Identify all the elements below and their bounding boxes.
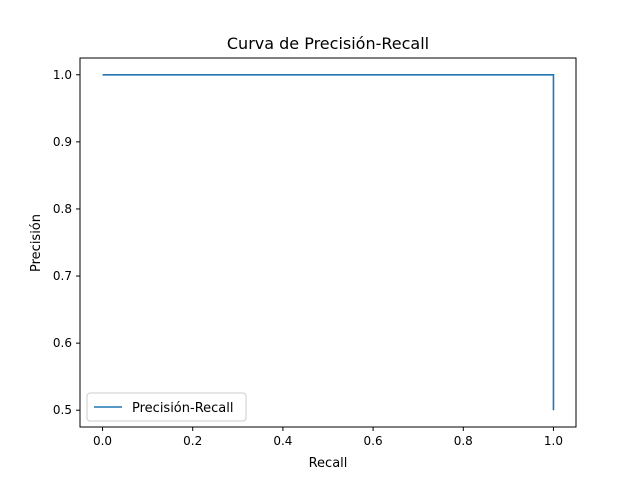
y-tick-label: 1.0: [53, 68, 72, 82]
series-layer: [102, 73, 555, 411]
y-tick-label: 0.8: [53, 202, 72, 216]
x-tick-label: 0.8: [454, 434, 473, 448]
y-axis-label: Precisión: [29, 214, 44, 272]
legend-box: [86, 392, 247, 422]
legend: Precisión-Recall: [86, 392, 247, 422]
x-tick-label: 1.0: [544, 434, 563, 448]
x-axis-label: Recall: [309, 456, 348, 471]
x-axis-ticks: 0.0 0.2 0.4 0.6 0.8 1.0: [93, 427, 563, 448]
x-tick-label: 0.4: [273, 434, 292, 448]
y-axis-ticks: 0.5 0.6 0.7 0.8 0.9 1.0: [53, 68, 80, 417]
y-tick-label: 0.9: [53, 135, 72, 149]
y-tick-label: 0.5: [53, 403, 72, 417]
plot-area: [79, 57, 577, 428]
y-tick-label: 0.6: [53, 336, 72, 350]
series-line: [102, 73, 555, 411]
x-tick-label: 0.0: [93, 434, 112, 448]
y-tick-label: 0.7: [53, 269, 72, 283]
legend-entry-label: Precisión-Recall: [132, 401, 233, 416]
x-tick-label: 0.2: [183, 434, 202, 448]
chart-title: Curva de Precisión-Recall: [227, 34, 429, 53]
plot-frame: [79, 57, 577, 428]
x-tick-label: 0.6: [364, 434, 383, 448]
